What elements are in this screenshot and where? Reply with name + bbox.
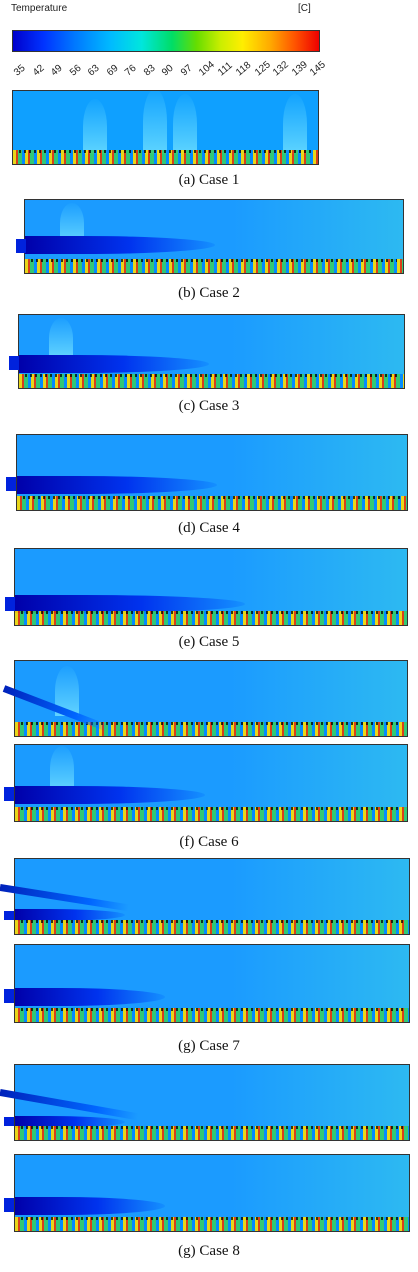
case3-caption: (c) Case 3	[178, 398, 240, 414]
component-markers	[31, 259, 397, 262]
plume	[283, 94, 307, 154]
case2-panel	[24, 199, 404, 274]
colorbar-tick: 132	[271, 59, 291, 79]
inlet-jet	[15, 1116, 125, 1128]
plume	[143, 91, 167, 154]
colorbar-tick: 56	[67, 62, 84, 79]
component-markers	[25, 374, 398, 377]
case4-caption: (d) Case 4	[178, 520, 240, 536]
colorbar-tick: 97	[178, 62, 195, 79]
colorbar-tick: 49	[49, 62, 65, 79]
colorbar-tick: 83	[141, 62, 158, 79]
case6-panel-top	[14, 660, 408, 737]
inlet-nozzle	[4, 989, 14, 1003]
colorbar-tick: 42	[30, 62, 47, 79]
heat-source-row	[15, 611, 407, 625]
heat-source-row	[15, 1217, 409, 1231]
component-markers	[21, 1008, 403, 1011]
colorbar-tick: 145	[308, 59, 328, 79]
case1-caption: (a) Case 1	[178, 172, 240, 188]
case4-panel	[16, 434, 408, 511]
colorbar-tick: 139	[289, 59, 310, 79]
colorbar-tick: 35	[12, 62, 28, 79]
inlet-jet	[25, 236, 215, 254]
plume	[173, 94, 197, 154]
inlet-nozzle	[4, 1198, 14, 1212]
heat-source-row	[15, 722, 407, 736]
inlet-jet	[15, 1197, 165, 1215]
colorbar-tick: 111	[215, 60, 235, 79]
case8-panel-bottom	[14, 1154, 410, 1232]
case3-panel	[18, 314, 405, 389]
heat-source-row	[17, 496, 407, 510]
heat-source-row	[15, 920, 409, 934]
inlet-nozzle	[4, 1117, 14, 1126]
component-markers	[21, 722, 401, 725]
component-markers	[19, 150, 312, 153]
colorbar-tick: 90	[160, 62, 176, 79]
inlet-nozzle	[6, 477, 16, 491]
case6-caption: (f) Case 6	[179, 834, 239, 850]
inlet-jet	[15, 909, 125, 921]
inlet-jet	[15, 786, 205, 804]
case8-caption: (g) Case 8	[178, 1243, 240, 1259]
colorbar-unit: [C]	[298, 3, 311, 14]
case6-panel-bottom	[14, 744, 408, 822]
plume	[83, 99, 107, 154]
heat-source-row	[15, 1008, 409, 1022]
inlet-nozzle	[4, 911, 14, 920]
case2-caption: (b) Case 2	[178, 285, 240, 301]
temperature-colorbar	[12, 30, 320, 52]
inlet-jet	[15, 595, 245, 613]
component-markers	[21, 611, 401, 614]
plume	[50, 746, 74, 791]
inlet-nozzle	[9, 356, 19, 370]
heat-source-row	[15, 807, 407, 821]
case5-panel	[14, 548, 408, 626]
colorbar-tick: 118	[234, 59, 254, 79]
colorbar-tick: 69	[104, 62, 121, 79]
case7-panel-bottom	[14, 944, 410, 1023]
heat-source-row	[13, 150, 318, 164]
component-markers	[21, 920, 403, 923]
inlet-nozzle	[16, 239, 26, 253]
component-markers	[21, 1217, 403, 1220]
colorbar-title: Temperature	[11, 3, 68, 14]
heat-source-row	[19, 374, 404, 388]
case5-caption: (e) Case 5	[178, 634, 240, 650]
colorbar-tick: 104	[197, 59, 217, 79]
colorbar-tick: 125	[252, 59, 273, 79]
component-markers	[21, 1126, 403, 1129]
component-markers	[21, 807, 401, 810]
inlet-nozzle	[4, 787, 14, 801]
inlet-nozzle	[5, 597, 15, 611]
inlet-jet	[15, 988, 165, 1006]
inlet-jet	[19, 355, 209, 373]
case1-panel	[12, 90, 319, 165]
case7-caption: (g) Case 7	[178, 1038, 240, 1054]
inlet-jet	[17, 476, 217, 494]
heat-source-row	[15, 1126, 409, 1140]
component-markers	[23, 496, 401, 499]
colorbar-tick: 63	[86, 62, 102, 79]
colorbar-tick: 76	[123, 62, 139, 79]
heat-source-row	[25, 259, 403, 273]
plume	[49, 318, 73, 358]
